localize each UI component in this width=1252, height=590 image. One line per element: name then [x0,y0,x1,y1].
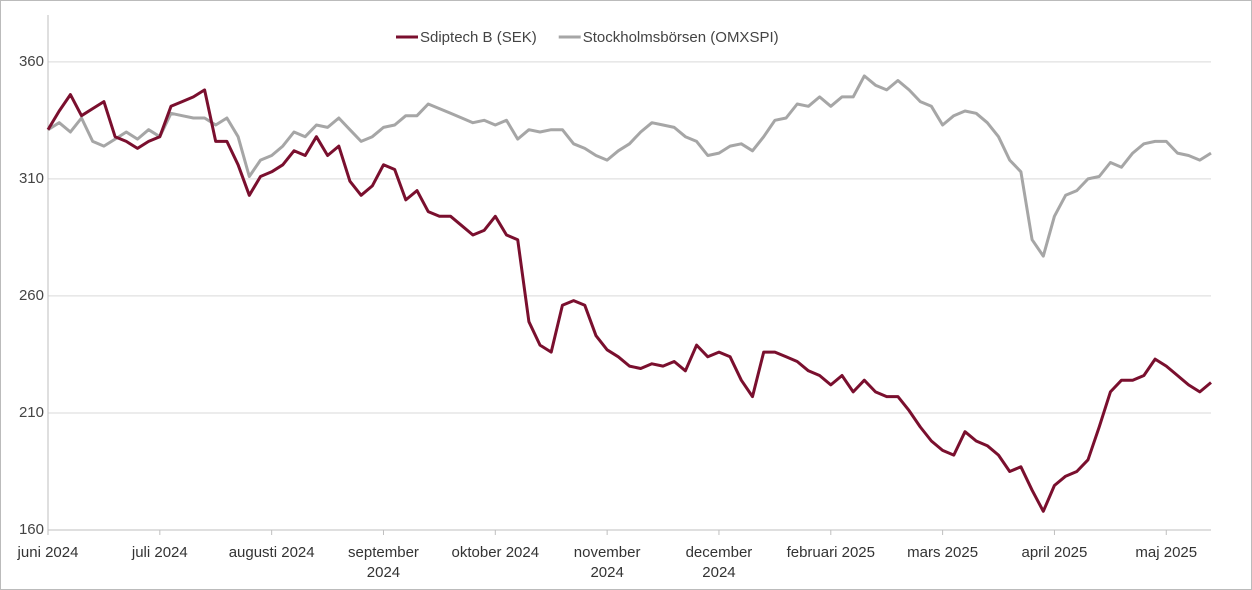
x-tick-label: november 2024 [573,544,641,581]
y-tick-label: 260 [19,287,44,304]
y-tick-label: 160 [19,521,44,538]
x-tick-label: mars 2025 [907,544,979,561]
x-tick-label: april 2025 [1021,544,1088,561]
x-tick-label: maj 2025 [1135,544,1198,561]
x-tick-label: februari 2025 [786,544,875,561]
series-line [46,88,1212,513]
series-line [47,74,1212,258]
x-tick-label: juli 2024 [131,544,188,561]
x-tick-label: september 2024 [348,544,419,581]
x-tick-label: augusti 2024 [228,544,315,561]
y-tick-label: 310 [19,170,44,187]
x-tick-label: oktober 2024 [451,544,540,561]
x-tick-label: juni 2024 [17,544,79,561]
y-tick-label: 210 [19,404,44,421]
legend-label: Sdiptech B (SEK) [420,29,537,46]
x-tick-label: december 2024 [685,544,753,581]
y-tick-label: 360 [19,53,44,70]
legend-label: Stockholmsbörsen (OMXSPI) [583,29,779,46]
